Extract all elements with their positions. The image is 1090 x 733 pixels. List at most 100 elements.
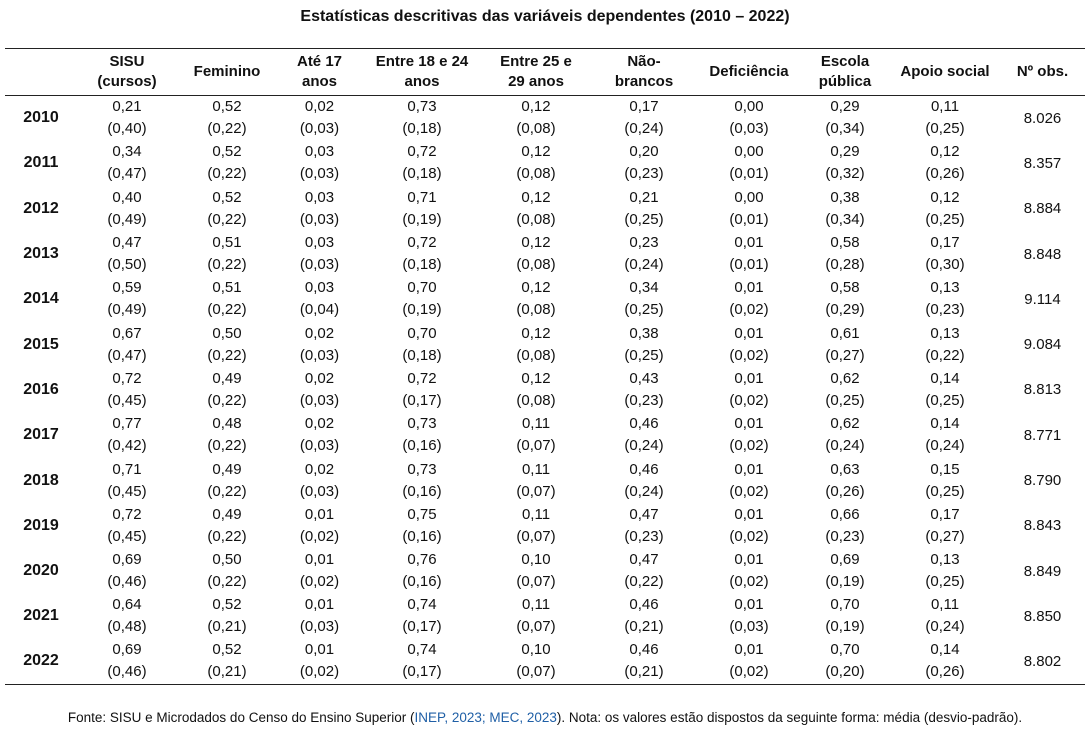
stat-cell: 0,01 (0,03) <box>698 594 800 639</box>
stat-cell: 0,70 (0,20) <box>800 639 890 685</box>
stat-cell: 0,11 (0,07) <box>482 503 590 548</box>
stat-cell: 0,02 (0,03) <box>277 96 362 141</box>
mean-value: 0,12 <box>521 188 551 206</box>
column-header-line: anos <box>301 73 337 90</box>
source-prefix: Fonte: SISU e Microdados do Censo do Ens… <box>67 710 415 725</box>
mean-value: 0,72 <box>407 143 437 161</box>
stat-cell: 0,72 (0,45) <box>77 367 177 412</box>
mean-value: 0,34 <box>112 143 142 161</box>
year-cell: 2019 <box>23 516 59 534</box>
obs-cell: 8.813 <box>1023 381 1062 399</box>
sd-value: (0,30) <box>925 256 965 274</box>
stat-cell: 0,72 (0,45) <box>77 503 177 548</box>
header-row: SISU (cursos) Feminino Até 17 anos Entre 18 e… <box>5 48 1085 96</box>
stat-cell: 0,13 (0,23) <box>890 277 1000 322</box>
stat-cell: 0,46 (0,21) <box>590 639 698 685</box>
stat-cell: 0,46 (0,21) <box>590 594 698 639</box>
source-refs-link[interactable]: INEP, 2023; MEC, 2023 <box>414 710 557 725</box>
stat-cell: 0,66 (0,23) <box>800 503 890 548</box>
column-header: Nº obs. <box>1000 48 1085 96</box>
stat-cell: 0,51 (0,22) <box>177 231 277 276</box>
sd-value: (0,02) <box>729 301 769 319</box>
mean-value: 0,13 <box>930 551 960 569</box>
obs-cell: 8.848 <box>1023 245 1062 263</box>
column-header: Feminino <box>177 48 277 96</box>
sd-value: (0,03) <box>299 120 340 138</box>
column-header <box>5 48 77 96</box>
mean-value: 0,01 <box>734 279 764 297</box>
column-header-line: Nº obs. <box>1016 63 1069 80</box>
mean-value: 0,72 <box>407 369 437 387</box>
stat-cell: 0,52 (0,22) <box>177 186 277 231</box>
stat-cell: 0,03 (0,03) <box>277 231 362 276</box>
stat-cell: 0,12 (0,26) <box>890 141 1000 186</box>
mean-value: 0,49 <box>212 369 242 387</box>
stat-cell: 0,49 (0,22) <box>177 503 277 548</box>
mean-value: 0,63 <box>830 460 860 478</box>
mean-value: 0,10 <box>521 551 551 569</box>
table-row: 2012 0,40 (0,49) 0,52 (0,22) 0,03 (0,03) 0,71 (0… <box>5 186 1085 231</box>
table-row: 2013 0,47 (0,50) 0,51 (0,22) 0,03 (0,03) 0,72 (0… <box>5 231 1085 276</box>
mean-value: 0,38 <box>830 188 860 206</box>
mean-value: 0,12 <box>930 143 960 161</box>
stat-cell: 0,20 (0,23) <box>590 141 698 186</box>
sd-value: (0,22) <box>207 437 247 455</box>
mean-value: 0,62 <box>830 415 860 433</box>
obs-cell: 8.850 <box>1023 607 1062 625</box>
sd-value: (0,08) <box>516 256 556 274</box>
sd-value: (0,03) <box>299 391 340 409</box>
sd-value: (0,08) <box>516 210 556 228</box>
mean-value: 0,01 <box>304 596 335 614</box>
stat-cell: 0,69 (0,46) <box>77 639 177 685</box>
stat-cell: 0,63 (0,26) <box>800 458 890 503</box>
mean-value: 0,72 <box>112 369 142 387</box>
mean-value: 0,67 <box>112 324 142 342</box>
mean-value: 0,12 <box>521 279 551 297</box>
mean-value: 0,34 <box>629 279 659 297</box>
mean-value: 0,29 <box>830 98 860 116</box>
obs-cell: 8.849 <box>1023 562 1062 580</box>
table-row: 2014 0,59 (0,49) 0,51 (0,22) 0,03 (0,04) 0,70 (0… <box>5 277 1085 322</box>
column-header: Não-brancos <box>590 48 698 96</box>
table-row: 2019 0,72 (0,45) 0,49 (0,22) 0,01 (0,02) 0,75 (0… <box>5 503 1085 548</box>
sd-value: (0,24) <box>925 437 965 455</box>
stat-cell: 0,49 (0,22) <box>177 367 277 412</box>
stat-cell: 0,03 (0,04) <box>277 277 362 322</box>
sd-value: (0,50) <box>107 256 147 274</box>
mean-value: 0,00 <box>734 143 764 161</box>
sd-value: (0,25) <box>624 210 664 228</box>
stat-cell: 0,69 (0,46) <box>77 548 177 593</box>
stat-cell: 0,01 (0,02) <box>698 503 800 548</box>
stat-cell: 0,00 (0,03) <box>698 96 800 141</box>
sd-value: (0,03) <box>729 618 769 636</box>
sd-value: (0,25) <box>624 301 664 319</box>
sd-value: (0,46) <box>107 663 147 681</box>
sd-value: (0,21) <box>207 618 247 636</box>
mean-value: 0,02 <box>304 369 335 387</box>
sd-value: (0,47) <box>107 165 147 183</box>
mean-value: 0,14 <box>930 415 960 433</box>
stat-cell: 0,75 (0,16) <box>362 503 482 548</box>
column-header-line: SISU <box>109 53 145 70</box>
mean-value: 0,01 <box>734 324 764 342</box>
mean-value: 0,64 <box>112 596 142 614</box>
mean-value: 0,13 <box>930 324 960 342</box>
mean-value: 0,48 <box>212 415 242 433</box>
stat-cell: 0,51 (0,22) <box>177 277 277 322</box>
stat-cell: 0,62 (0,24) <box>800 413 890 458</box>
source-suffix: ). Nota: os valores estão dispostos da s… <box>556 710 1023 725</box>
mean-value: 0,01 <box>734 369 764 387</box>
sd-value: (0,02) <box>729 482 769 500</box>
mean-value: 0,72 <box>407 234 437 252</box>
stat-cell: 0,48 (0,22) <box>177 413 277 458</box>
year-cell: 2022 <box>5 639 77 685</box>
mean-value: 0,11 <box>521 505 551 523</box>
sd-value: (0,25) <box>925 210 965 228</box>
sd-value: (0,42) <box>107 437 147 455</box>
mean-value: 0,70 <box>830 596 860 614</box>
mean-value: 0,12 <box>521 143 551 161</box>
stat-cell: 0,01 (0,02) <box>698 413 800 458</box>
stat-cell: 0,13 (0,25) <box>890 548 1000 593</box>
sd-value: (0,27) <box>825 346 865 364</box>
sd-value: (0,02) <box>729 527 769 545</box>
